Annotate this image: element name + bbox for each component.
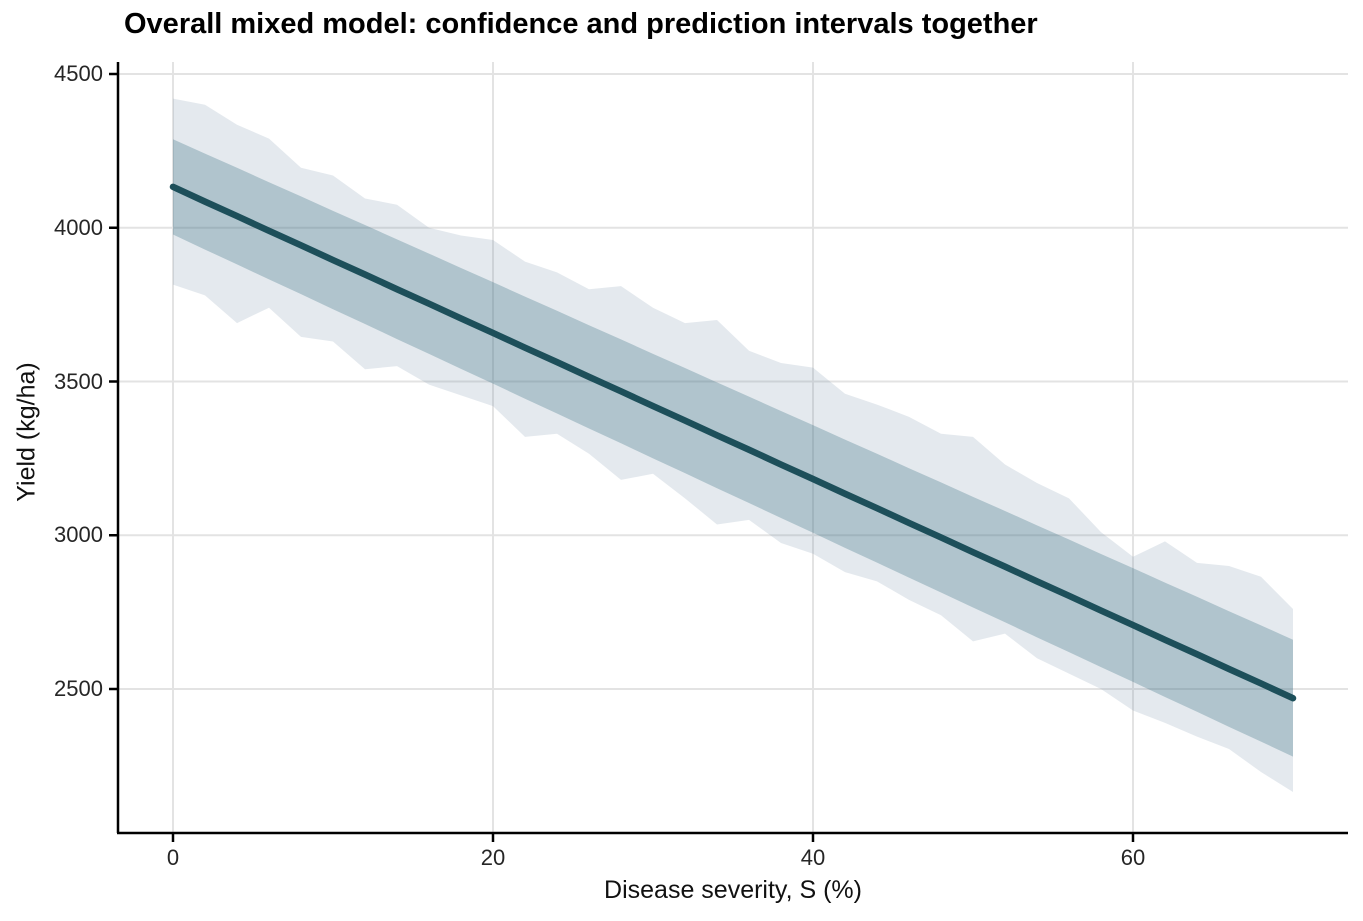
y-tick-label: 4500: [54, 61, 103, 86]
y-tick-label: 3000: [54, 522, 103, 548]
y-tick-label: 2500: [54, 676, 103, 701]
x-axis-title: Disease severity, S (%): [604, 876, 862, 904]
y-tick-label: 4000: [54, 214, 103, 240]
x-tick-label: 60: [1120, 845, 1146, 870]
fitted-line: [169, 183, 1297, 702]
x-tick-label: 0: [166, 845, 180, 870]
confidence-interval-ribbon: [173, 139, 1293, 757]
chart-title: Overall mixed model: confidence and pred…: [124, 8, 1038, 40]
x-tick-label: 20: [480, 845, 506, 870]
y-tick-label: 3500: [54, 368, 103, 394]
x-tick-label: 40: [800, 845, 826, 870]
